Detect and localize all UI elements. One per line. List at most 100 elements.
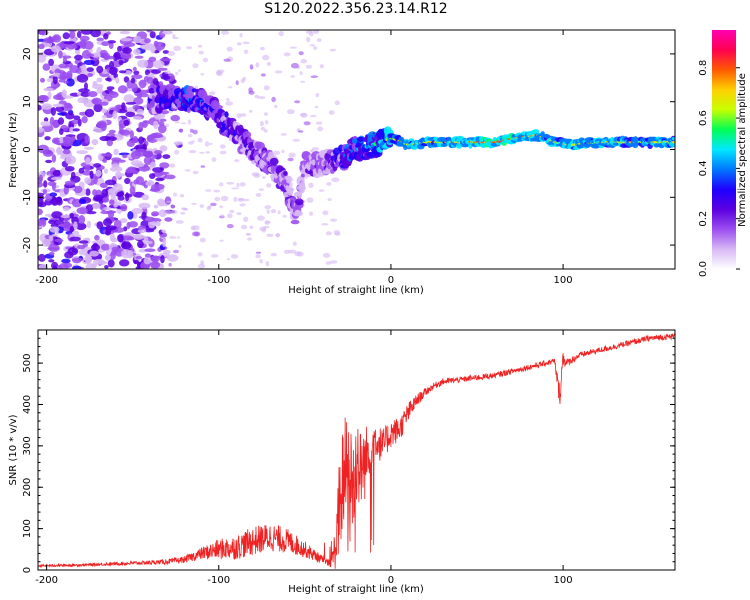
noise-speckle	[255, 62, 260, 68]
noise-speckle	[328, 110, 335, 115]
noise-speckle	[86, 67, 94, 72]
noise-speckle	[143, 76, 149, 82]
noise-speckle	[236, 42, 242, 46]
ridge-blob	[456, 143, 463, 149]
noise-speckle	[248, 90, 255, 95]
noise-speckle	[142, 143, 147, 150]
noise-speckle	[226, 181, 235, 185]
spectrogram-x-tick-label: -100	[207, 275, 230, 286]
noise-speckle	[329, 48, 337, 52]
noise-speckle	[125, 168, 134, 174]
noise-speckle	[133, 259, 140, 265]
noise-speckle	[82, 243, 88, 248]
noise-speckle	[70, 171, 76, 180]
noise-speckle	[289, 46, 297, 49]
noise-speckle	[107, 259, 115, 268]
noise-speckle	[84, 164, 91, 172]
noise-speckle	[87, 73, 94, 77]
noise-speckle	[78, 167, 85, 174]
noise-speckle	[325, 231, 332, 236]
noise-speckle	[40, 77, 45, 83]
noise-speckle	[316, 38, 322, 42]
noise-speckle	[58, 149, 63, 155]
noise-speckle	[119, 259, 130, 267]
noise-speckle	[169, 163, 176, 168]
noise-speckle	[144, 216, 155, 222]
noise-speckle	[191, 202, 197, 205]
noise-speckle	[90, 30, 101, 38]
noise-speckle	[72, 257, 84, 262]
ridge-blob	[186, 85, 195, 95]
noise-speckle	[51, 154, 57, 163]
noise-speckle	[178, 244, 182, 248]
noise-speckle	[160, 110, 170, 115]
noise-speckle	[65, 155, 77, 165]
noise-speckle	[87, 91, 98, 98]
noise-speckle	[96, 37, 104, 42]
noise-speckle	[199, 151, 205, 154]
noise-speckle	[79, 35, 90, 42]
noise-speckle	[43, 87, 54, 92]
noise-speckle	[46, 78, 55, 83]
noise-speckle	[133, 70, 140, 75]
noise-speckle	[209, 91, 216, 95]
noise-speckle	[319, 64, 324, 69]
noise-speckle	[89, 170, 94, 180]
noise-speckle	[117, 45, 122, 53]
noise-speckle	[76, 73, 89, 83]
noise-speckle	[133, 35, 142, 44]
noise-speckle	[214, 196, 221, 202]
noise-speckle	[38, 202, 47, 208]
noise-speckle	[266, 233, 274, 237]
noise-speckle	[122, 154, 128, 159]
ridge-blob	[286, 178, 292, 184]
noise-speckle	[99, 182, 108, 189]
noise-speckle	[260, 126, 266, 131]
snr-x-tick-label: 100	[554, 575, 573, 586]
noise-speckle	[78, 198, 87, 205]
noise-speckle	[169, 236, 177, 239]
noise-speckle	[72, 265, 82, 269]
colorbar-label: Normalized spectral amplitude	[737, 73, 748, 227]
noise-speckle	[99, 101, 109, 106]
noise-speckle	[305, 64, 312, 69]
noise-speckle	[128, 221, 139, 228]
noise-speckle	[309, 44, 316, 47]
noise-speckle	[255, 254, 261, 259]
noise-speckle	[93, 103, 103, 113]
noise-speckle	[69, 212, 74, 219]
noise-speckle	[52, 75, 58, 85]
noise-speckle	[93, 194, 105, 202]
noise-speckle	[226, 46, 233, 52]
noise-speckle	[84, 254, 93, 264]
noise-speckle	[255, 192, 262, 197]
noise-speckle	[299, 112, 307, 117]
noise-speckle	[290, 75, 296, 78]
noise-speckle	[71, 216, 80, 225]
noise-speckle	[59, 71, 69, 81]
noise-speckle	[219, 144, 226, 149]
noise-speckle	[137, 240, 144, 249]
noise-speckle	[38, 264, 48, 269]
noise-speckle	[138, 202, 151, 209]
noise-speckle	[127, 211, 134, 220]
noise-speckle	[73, 185, 83, 194]
noise-speckle	[298, 130, 304, 133]
noise-speckle	[259, 46, 265, 51]
snr-panel: -200 -100 0 100 0 100 200 300 400 500 Height of …	[8, 329, 676, 595]
noise-speckle	[334, 100, 340, 106]
noise-speckle	[281, 149, 285, 154]
noise-speckle	[141, 120, 148, 128]
noise-speckle	[170, 114, 180, 122]
noise-speckle	[61, 89, 67, 98]
snr-series-line	[38, 333, 675, 569]
noise-speckle	[157, 198, 165, 207]
noise-speckle	[202, 57, 209, 63]
noise-speckle	[83, 40, 94, 50]
noise-speckle	[43, 117, 49, 122]
noise-speckle	[49, 116, 55, 126]
noise-speckle	[101, 243, 111, 251]
noise-speckle	[101, 153, 113, 157]
noise-speckle	[50, 45, 61, 53]
noise-speckle	[249, 64, 254, 70]
